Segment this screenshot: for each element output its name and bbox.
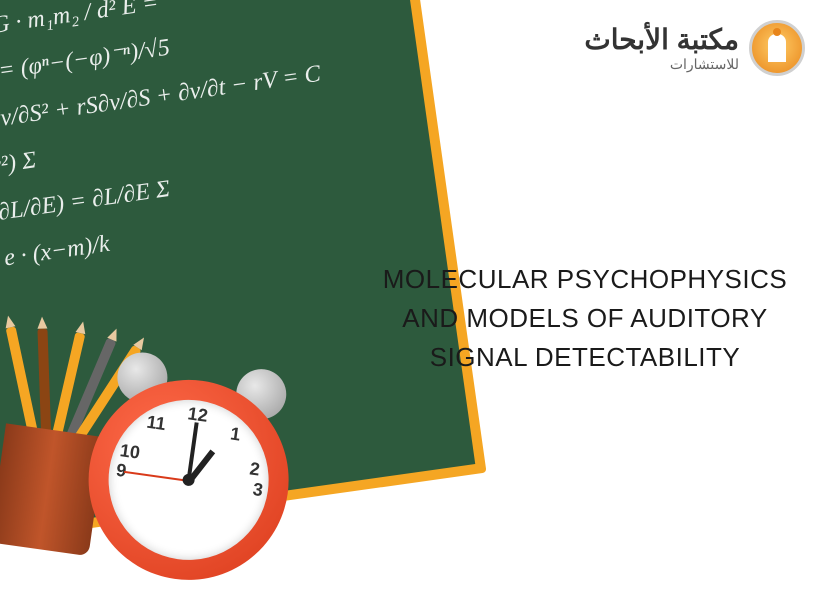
logo-circle-icon — [749, 20, 805, 76]
clock-number: 3 — [245, 478, 272, 502]
chalk-formulas: F = G · m₁m₂ / d² E = F(n)= (φⁿ−(−φ)⁻ⁿ)/… — [0, 0, 421, 281]
logo-main-text: مكتبة الأبحاث — [584, 23, 739, 56]
title-line: AND MODELS OF AUDITORY — [375, 299, 795, 338]
logo-text: مكتبة الأبحاث للاستشارات — [584, 23, 739, 73]
page-title: MOLECULAR PSYCHOPHYSICS AND MODELS OF AU… — [375, 260, 795, 377]
alarm-clock: 12 1 2 3 11 10 9 — [66, 346, 314, 594]
brand-logo: مكتبة الأبحاث للاستشارات — [584, 20, 805, 76]
title-line: SIGNAL DETECTABILITY — [375, 338, 795, 377]
clock-number: 1 — [222, 422, 249, 446]
clock-center — [182, 473, 196, 487]
clock-second-hand — [124, 471, 189, 482]
title-line: MOLECULAR PSYCHOPHYSICS — [375, 260, 795, 299]
clock-number: 2 — [241, 457, 268, 481]
logo-lighthouse-icon — [768, 34, 786, 62]
logo-sub-text: للاستشارات — [584, 56, 739, 73]
clock-number: 11 — [143, 411, 170, 435]
